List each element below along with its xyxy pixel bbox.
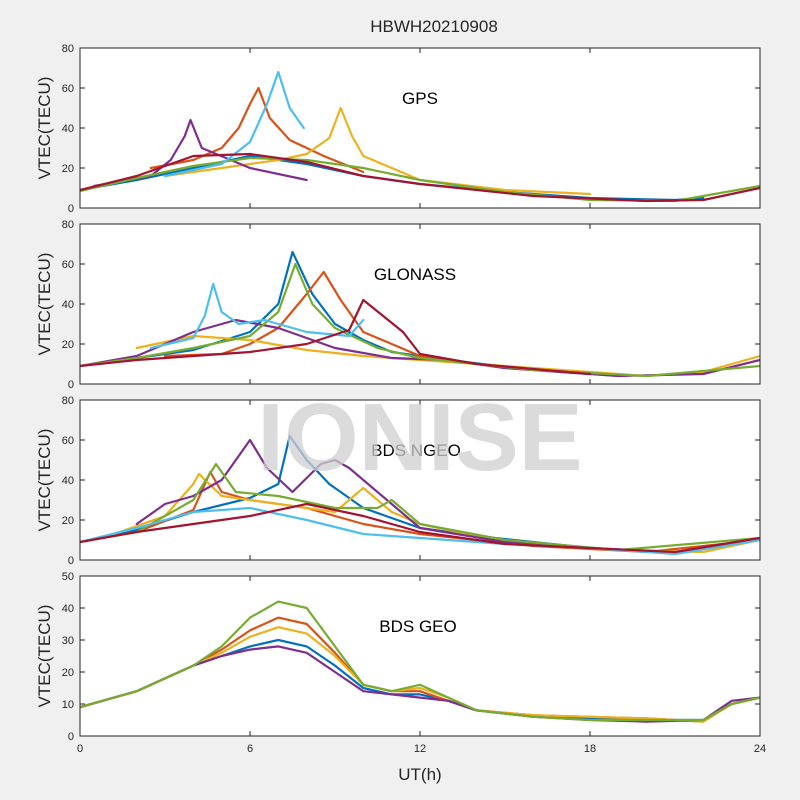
panel-glonass: 0 20 40 60 80 VTEC(TECU) GLONASS xyxy=(35,219,761,391)
series-line xyxy=(135,438,592,550)
x-tick-label: 12 xyxy=(414,743,426,755)
series-line xyxy=(80,298,592,376)
y-tick-label: 60 xyxy=(62,435,74,447)
y-axis-label: VTEC(TECU) xyxy=(35,605,54,708)
series-line xyxy=(149,86,365,174)
series-line xyxy=(80,462,760,552)
axes-background xyxy=(80,576,760,736)
y-tick-label: 40 xyxy=(62,475,74,487)
y-tick-label: 30 xyxy=(62,635,74,647)
series-line xyxy=(80,600,760,722)
series-line xyxy=(80,645,760,723)
x-tick-label: 0 xyxy=(77,743,83,755)
y-tick-label: 40 xyxy=(62,299,74,311)
panel-gps: 0 20 40 60 80 VTEC(TECU) GPS xyxy=(35,43,761,215)
y-tick-label: 80 xyxy=(62,395,74,407)
panel-label: BDS NGEO xyxy=(371,441,461,460)
y-tick-label: 60 xyxy=(62,83,74,95)
y-tick-label: 20 xyxy=(62,163,74,175)
y-tick-label: 40 xyxy=(62,603,74,615)
y-tick-label: 0 xyxy=(68,203,74,215)
series-group xyxy=(80,250,760,378)
series-group xyxy=(80,434,760,556)
y-axis-label: VTEC(TECU) xyxy=(35,77,54,180)
y-tick-label: 20 xyxy=(62,667,74,679)
x-tick-label: 6 xyxy=(247,743,253,755)
series-line xyxy=(80,502,760,554)
series-group xyxy=(80,70,760,203)
y-tick-label: 50 xyxy=(62,571,74,583)
y-axis-label: VTEC(TECU) xyxy=(35,429,54,532)
series-group xyxy=(80,600,760,723)
y-tick-label: 20 xyxy=(62,339,74,351)
series-line xyxy=(80,152,760,203)
panel-label: GLONASS xyxy=(374,265,456,284)
series-line xyxy=(163,70,305,178)
watermark: IONISE xyxy=(257,384,582,491)
y-tick-label: 20 xyxy=(62,515,74,527)
series-line xyxy=(149,282,365,350)
y-tick-label: 60 xyxy=(62,259,74,271)
y-tick-label: 40 xyxy=(62,123,74,135)
y-axis-label: VTEC(TECU) xyxy=(35,253,54,356)
y-tick-label: 80 xyxy=(62,43,74,55)
x-tick-label: 18 xyxy=(584,743,596,755)
y-tick-label: 0 xyxy=(68,379,74,391)
y-tick-label: 10 xyxy=(62,699,74,711)
panel-bds-geo: 0 6 12 18 24 0 10 20 30 40 50 VTEC(TECU) BDS GEO xyxy=(35,571,766,755)
x-tick-label: 24 xyxy=(754,743,766,755)
x-axis-label: UT(h) xyxy=(398,765,441,784)
figure-title: HBWH20210908 xyxy=(370,17,498,36)
panel-label: BDS GEO xyxy=(379,617,456,636)
panel-bds-ngeo: 0 20 40 60 80 VTEC(TECU) BDS NGEO xyxy=(35,395,761,567)
y-tick-label: 80 xyxy=(62,219,74,231)
y-tick-label: 0 xyxy=(68,731,74,743)
y-tick-label: 0 xyxy=(68,555,74,567)
panel-label: GPS xyxy=(402,89,438,108)
